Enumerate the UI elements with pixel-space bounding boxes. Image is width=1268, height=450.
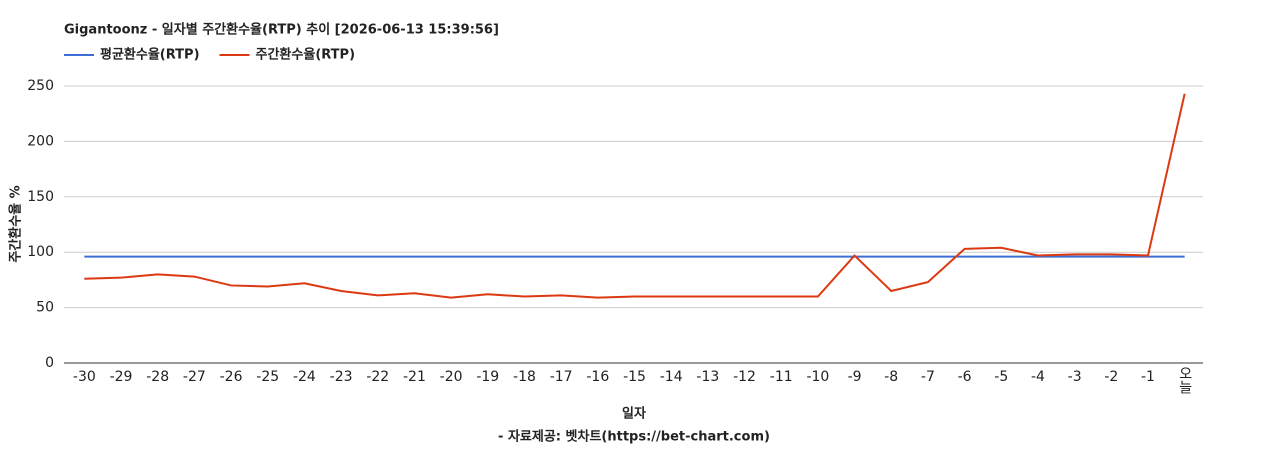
x-tick-label: -22 [366,369,389,385]
x-tick-label: -21 [403,369,426,385]
x-axis-label: 일자 [622,407,646,422]
x-tick-label: -10 [806,369,829,385]
x-tick-label: -7 [921,369,935,385]
x-tick-label: -5 [994,369,1008,385]
y-tick-label: 50 [36,300,54,316]
y-tick-label: 200 [27,133,54,149]
footer: - 자료제공: 벳차트(https://bet-chart.com) [498,429,770,445]
x-tick-label: -26 [220,369,243,385]
x-tick-label: -15 [623,369,646,385]
y-tick-label: 100 [27,244,54,260]
x-tick-label: -8 [884,369,898,385]
x-tick-label: -4 [1031,369,1045,385]
x-tick-label: -25 [256,369,279,385]
x-tick-label: -13 [696,369,719,385]
x-tick-label: -9 [848,369,862,385]
x-tick-label: -29 [110,369,133,385]
chart-title: Gigantoonz - 일자별 주간환수율(RTP) 추이 [2026-06-… [64,22,499,38]
x-tick-label: -14 [660,369,683,385]
x-tick-label: -16 [586,369,609,385]
x-tick-label: -2 [1104,369,1118,385]
x-tick-label: -28 [146,369,169,385]
y-tick-label: 250 [27,78,54,94]
y-tick-label: 150 [27,189,54,205]
x-tick-label: -23 [330,369,353,385]
y-tick-label: 0 [45,355,54,371]
x-tick-label: -1 [1141,369,1155,385]
x-tick-label: -18 [513,369,536,385]
x-tick-label: -3 [1068,369,1082,385]
y-axis-label: 주간환수율 % [8,185,24,262]
x-tick-label: 오늘 [1177,366,1193,394]
x-tick-label: -30 [73,369,96,385]
x-tick-label: -27 [183,369,206,385]
legend-label: 주간환수율(RTP) [256,47,356,63]
x-tick-label: -20 [440,369,463,385]
x-tick-label: -6 [958,369,972,385]
legend-label: 평균환수율(RTP) [100,47,200,63]
x-tick-label: -11 [770,369,793,385]
x-tick-label: -12 [733,369,756,385]
x-tick-label: -19 [476,369,499,385]
x-tick-label: -24 [293,369,316,385]
series-line [84,93,1186,299]
x-tick-label: -17 [550,369,573,385]
